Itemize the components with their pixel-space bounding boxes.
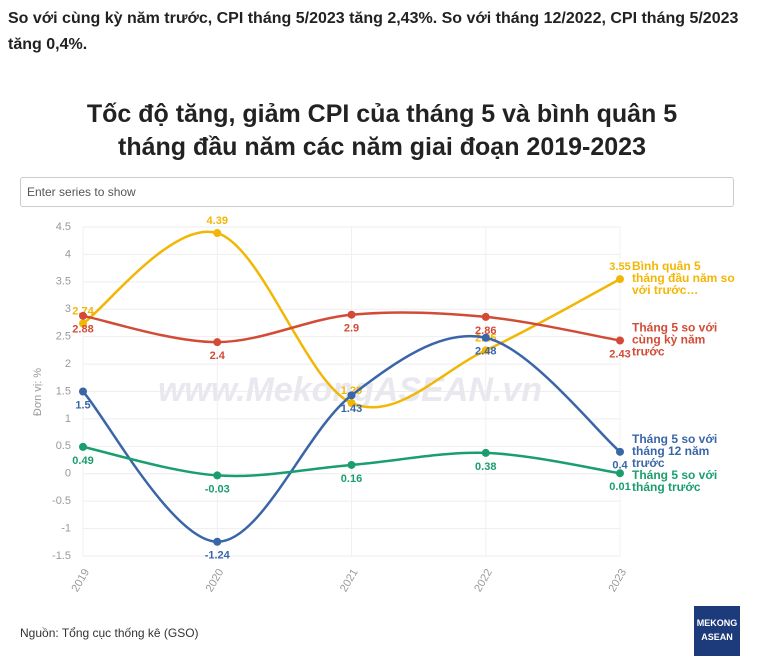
data-point bbox=[616, 336, 624, 345]
y-tick-label: 4 bbox=[65, 248, 71, 260]
series-search[interactable]: Enter series to show bbox=[20, 177, 734, 207]
legend-label: Tháng 5 so với tháng 12 năm trước bbox=[632, 432, 717, 470]
data-point bbox=[213, 471, 222, 480]
y-tick-label: -1 bbox=[61, 522, 71, 534]
data-point bbox=[347, 310, 356, 319]
chart-title: Tốc độ tăng, giảm CPI của tháng 5 và bìn… bbox=[87, 100, 677, 161]
data-point bbox=[213, 229, 222, 238]
data-point bbox=[79, 319, 87, 328]
data-label: 3.55 bbox=[609, 261, 630, 273]
data-point bbox=[481, 312, 490, 321]
y-axis-label: Đơn vị: % bbox=[32, 368, 44, 416]
data-point bbox=[616, 447, 624, 456]
data-point bbox=[481, 333, 490, 342]
data-point bbox=[481, 346, 490, 355]
header: So với cùng kỳ năm trước, CPI tháng 5/20… bbox=[8, 10, 739, 53]
data-label: 0.49 bbox=[72, 455, 93, 467]
y-tick-label: -1.5 bbox=[52, 550, 71, 562]
data-label: 2.9 bbox=[344, 323, 359, 335]
y-tick-label: 2 bbox=[65, 358, 71, 370]
y-tick-label: 3 bbox=[65, 303, 71, 315]
data-point bbox=[481, 448, 490, 457]
data-point bbox=[347, 460, 356, 469]
legend-label: Bình quân 5 tháng đầu năm so với trước… bbox=[632, 259, 735, 297]
data-label: 0.16 bbox=[341, 473, 362, 485]
data-point bbox=[213, 537, 222, 546]
legend-label: Tháng 5 so với cùng kỳ năm trước bbox=[632, 321, 717, 359]
data-point bbox=[79, 387, 87, 396]
series-line bbox=[82, 230, 621, 409]
data-label: 4.39 bbox=[207, 215, 228, 227]
data-point bbox=[79, 442, 87, 451]
y-tick-label: 0 bbox=[65, 468, 71, 480]
x-tick-label: 2020 bbox=[204, 567, 227, 594]
data-label: 0.4 bbox=[612, 460, 628, 472]
legend-label: Tháng 5 so với tháng trước bbox=[632, 468, 717, 494]
y-tick-label: 3.5 bbox=[56, 276, 71, 288]
data-label: 2.74 bbox=[72, 305, 94, 317]
y-tick-label: 2.5 bbox=[56, 331, 71, 343]
data-label: 0.38 bbox=[475, 461, 496, 473]
data-label: 1.29 bbox=[341, 385, 362, 397]
x-tick-label: 2019 bbox=[69, 567, 92, 594]
y-tick-label: 0.5 bbox=[56, 440, 71, 452]
y-tick-label: 4.5 bbox=[56, 221, 71, 233]
data-label: 2.48 bbox=[475, 346, 496, 358]
data-point bbox=[616, 469, 624, 478]
y-tick-label: 1 bbox=[65, 413, 71, 425]
data-label: -1.24 bbox=[205, 550, 231, 562]
data-point bbox=[213, 338, 222, 347]
data-point bbox=[347, 399, 356, 408]
series-line bbox=[82, 335, 621, 543]
x-tick-label: 2023 bbox=[606, 567, 629, 594]
data-label: 1.43 bbox=[341, 403, 362, 415]
y-tick-label: -0.5 bbox=[52, 495, 71, 507]
y-tick-label: 1.5 bbox=[56, 385, 71, 397]
data-point bbox=[347, 391, 356, 400]
x-tick-label: 2022 bbox=[472, 567, 495, 594]
logo: MEKONG ASEAN bbox=[694, 606, 740, 656]
data-label: 2.4 bbox=[210, 350, 226, 362]
data-label: -0.03 bbox=[205, 483, 230, 495]
data-label: 1.5 bbox=[75, 399, 90, 411]
data-label: 2.43 bbox=[609, 348, 630, 360]
data-label: 0.01 bbox=[609, 481, 630, 493]
data-label: 2.88 bbox=[72, 324, 93, 336]
source: Nguồn: Tổng cục thống kê (GSO) bbox=[20, 626, 199, 640]
data-point bbox=[616, 275, 624, 284]
data-label: 2.86 bbox=[475, 325, 496, 337]
data-point bbox=[79, 311, 87, 320]
x-tick-label: 2021 bbox=[338, 567, 361, 594]
